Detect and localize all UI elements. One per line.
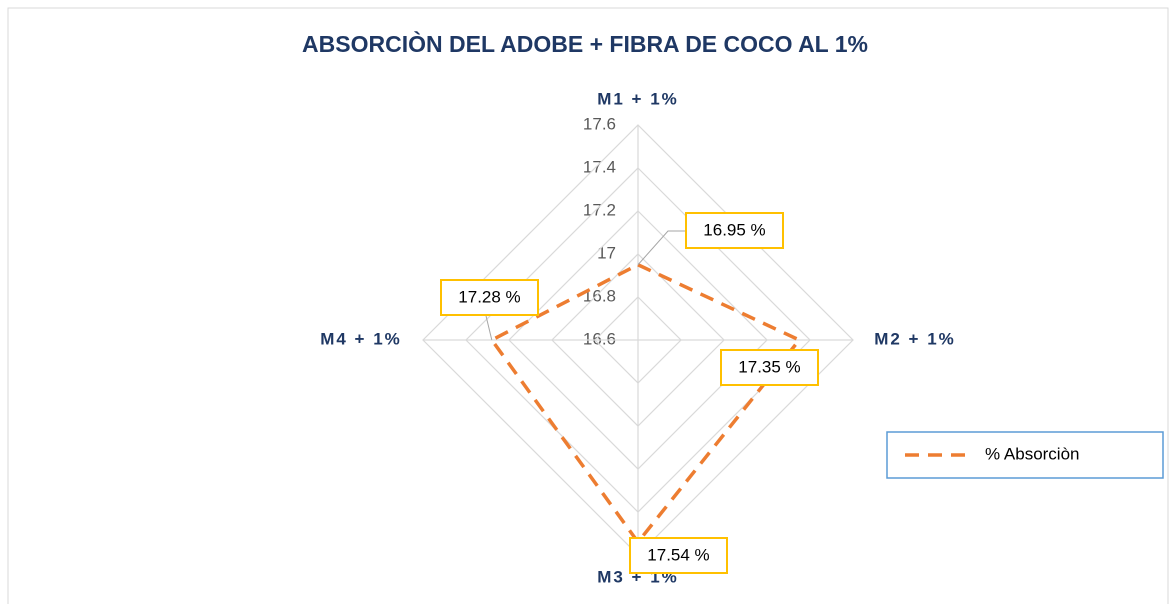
data-label: 17.35 % bbox=[738, 357, 800, 376]
leader-line bbox=[485, 314, 493, 341]
r-tick-label: 17.6 bbox=[583, 114, 616, 133]
r-tick-label: 16.6 bbox=[583, 329, 616, 348]
r-tick-label: 17.4 bbox=[583, 157, 616, 176]
data-label: 17.54 % bbox=[647, 545, 709, 564]
leader-line bbox=[637, 230, 686, 266]
legend-label: % Absorciòn bbox=[985, 444, 1080, 463]
data-label-box bbox=[440, 279, 539, 316]
series-line bbox=[489, 262, 803, 545]
data-label-box bbox=[685, 212, 784, 249]
category-label: M1 + 1% bbox=[597, 89, 679, 108]
data-label-box bbox=[720, 349, 819, 386]
chart-border bbox=[7, 7, 1169, 609]
chart-title: ABSORCIÒN DEL ADOBE + FIBRA DE COCO AL 1… bbox=[302, 30, 868, 57]
data-label: 17.28 % bbox=[458, 287, 520, 306]
r-tick-label: 17.2 bbox=[583, 200, 616, 219]
category-label: M2 + 1% bbox=[874, 329, 956, 348]
data-label: 16.95 % bbox=[703, 220, 765, 239]
category-label: M4 + 1% bbox=[320, 329, 402, 348]
r-tick-label: 17 bbox=[597, 243, 616, 262]
data-label-box bbox=[629, 537, 728, 574]
